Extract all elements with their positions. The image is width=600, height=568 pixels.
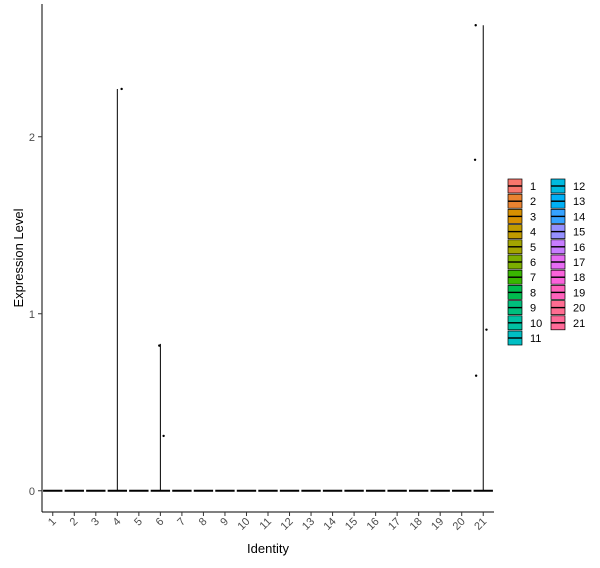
legend-label-19: 19 <box>573 287 585 299</box>
x-tick-label: 7 <box>175 516 188 529</box>
legend-label-4: 4 <box>530 227 536 239</box>
legend-label-6: 6 <box>530 257 536 269</box>
x-tick-label: 6 <box>154 516 167 529</box>
y-tick-label: 0 <box>29 486 35 498</box>
data-point <box>158 344 161 347</box>
x-tick-label: 5 <box>132 516 145 529</box>
x-tick-label: 10 <box>235 516 252 533</box>
x-axis-ticks: 1 2 3 4 5 6 7 8 9 10 11 12 13 14 15 16 17 18 19 20 21 <box>46 512 489 533</box>
data-point <box>120 87 123 91</box>
data-point <box>162 434 165 438</box>
x-tick-label: 14 <box>322 516 339 533</box>
legend-label-9: 9 <box>530 303 536 315</box>
x-tick-label: 16 <box>365 516 382 533</box>
y-axis-ticks: 0 1 2 <box>29 132 42 498</box>
x-tick-label: 13 <box>300 516 317 533</box>
x-tick-label: 15 <box>343 516 360 533</box>
x-tick-label: 12 <box>278 516 295 533</box>
x-tick-label: 18 <box>408 516 425 533</box>
legend-label-2: 2 <box>530 196 536 208</box>
x-tick-label: 21 <box>472 516 489 533</box>
legend-label-13: 13 <box>573 196 585 208</box>
legend-label-5: 5 <box>530 242 536 254</box>
data-point <box>474 24 477 27</box>
x-tick-label: 1 <box>46 516 59 529</box>
legend-label-15: 15 <box>573 227 585 239</box>
legend-label-20: 20 <box>573 303 585 315</box>
y-tick-label: 2 <box>29 132 35 144</box>
x-tick-label: 19 <box>429 516 446 533</box>
legend-label-21: 21 <box>573 318 585 330</box>
legend-label-8: 8 <box>530 287 536 299</box>
plot-area <box>43 24 493 492</box>
legend-label-14: 14 <box>573 211 585 223</box>
x-axis-title: Identity <box>247 541 289 556</box>
legend-label-16: 16 <box>573 242 585 254</box>
legend-label-10: 10 <box>530 318 542 330</box>
x-tick-label: 8 <box>197 516 210 529</box>
data-point <box>485 328 488 331</box>
x-tick-label: 17 <box>386 516 403 533</box>
data-point <box>473 158 477 161</box>
legend-label-7: 7 <box>530 272 536 284</box>
x-tick-label: 3 <box>89 516 102 529</box>
y-tick-label: 1 <box>29 309 35 321</box>
legend-label-3: 3 <box>530 211 536 223</box>
legend-label-12: 12 <box>573 181 585 193</box>
legend-label-1: 1 <box>530 181 536 193</box>
x-tick-label: 9 <box>218 516 231 529</box>
x-tick-label: 2 <box>68 516 81 529</box>
legend-label-11: 11 <box>530 333 541 345</box>
x-tick-label: 11 <box>258 516 275 533</box>
x-tick-label: 20 <box>451 516 468 533</box>
legend-label-18: 18 <box>573 272 585 284</box>
y-axis-title: Expression Level <box>11 208 26 307</box>
legend-label-17: 17 <box>573 257 585 269</box>
data-point <box>474 374 478 377</box>
x-tick-label: 4 <box>111 516 124 529</box>
